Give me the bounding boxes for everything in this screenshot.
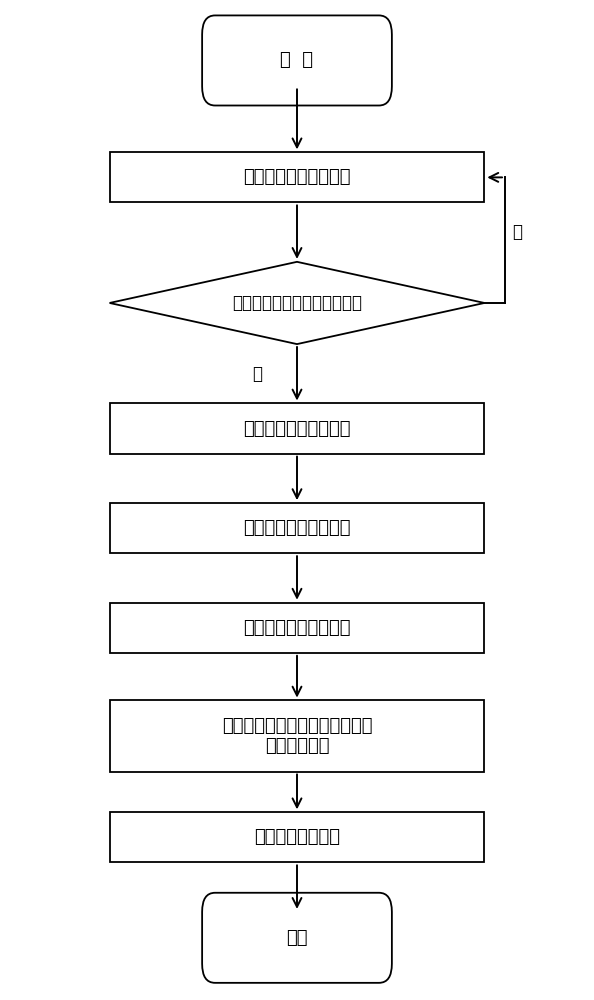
Text: 负荷监测结果数据获取: 负荷监测结果数据获取: [244, 168, 350, 186]
Bar: [109, 152, 485, 202]
Text: 判断是否进行结果白主标注？: 判断是否进行结果白主标注？: [232, 294, 362, 312]
Polygon shape: [109, 262, 485, 344]
Bar: [109, 700, 485, 772]
FancyBboxPatch shape: [202, 893, 392, 983]
Text: 是: 是: [252, 365, 262, 383]
Text: 电器控制规律特性判别: 电器控制规律特性判别: [244, 420, 350, 438]
Text: 确定电器备选粗糖子集: 确定电器备选粗糖子集: [244, 619, 350, 637]
Text: 开  始: 开 始: [280, 51, 314, 69]
Bar: [109, 812, 485, 862]
Bar: [109, 403, 485, 454]
Text: 否: 否: [512, 223, 522, 241]
FancyBboxPatch shape: [202, 15, 392, 105]
Text: 输出具体电器名称: 输出具体电器名称: [254, 828, 340, 846]
Bar: [109, 503, 485, 553]
Text: 据参数特性统计结果确定待标注
电器最终名称: 据参数特性统计结果确定待标注 电器最终名称: [222, 717, 372, 755]
Bar: [109, 603, 485, 653]
Text: 结束: 结束: [286, 929, 308, 947]
Text: 电器使用规律特性判别: 电器使用规律特性判别: [244, 519, 350, 537]
